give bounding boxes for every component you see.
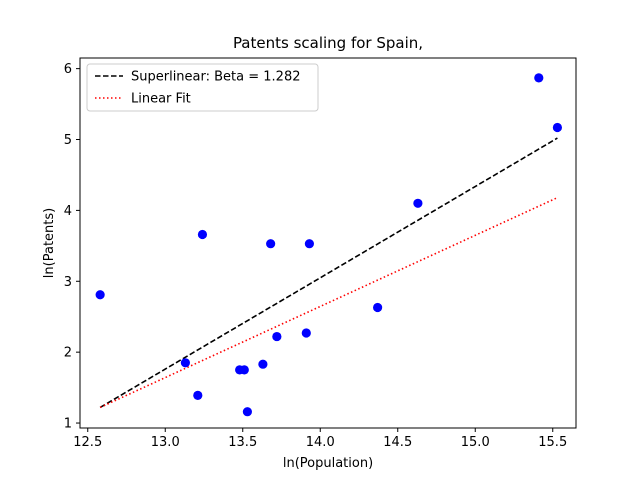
legend: Superlinear: Beta = 1.282 Linear Fit bbox=[87, 64, 318, 111]
plot-area bbox=[96, 73, 562, 416]
x-tick-label: 14.5 bbox=[383, 435, 412, 450]
data-point bbox=[198, 230, 207, 239]
x-tick-label: 15.5 bbox=[538, 435, 567, 450]
data-point bbox=[266, 239, 275, 248]
x-tick-label: 15.0 bbox=[461, 435, 490, 450]
fit-line-2 bbox=[100, 198, 557, 408]
data-point bbox=[373, 303, 382, 312]
data-point bbox=[305, 239, 314, 248]
data-point bbox=[240, 365, 249, 374]
x-tick-label: 13.5 bbox=[228, 435, 257, 450]
y-tick-label: 2 bbox=[64, 346, 72, 361]
data-point bbox=[302, 328, 311, 337]
legend-label-2: Linear Fit bbox=[131, 92, 191, 107]
data-point bbox=[258, 360, 267, 369]
data-point bbox=[272, 332, 281, 341]
y-tick-label: 5 bbox=[64, 133, 72, 148]
y-tick-label: 4 bbox=[64, 204, 72, 219]
y-tick-label: 3 bbox=[64, 275, 72, 290]
x-tick-label: 14.0 bbox=[306, 435, 335, 450]
data-point bbox=[534, 73, 543, 82]
plot-frame bbox=[80, 58, 576, 428]
axis-ticks: 12.5 13.0 13.5 14.0 14.5 15.0 15.5 1 2 3 4 5 6 bbox=[64, 62, 568, 450]
y-tick-label: 1 bbox=[64, 417, 72, 432]
x-tick-label: 12.5 bbox=[73, 435, 102, 450]
x-tick-label: 13.0 bbox=[151, 435, 180, 450]
y-tick-label: 6 bbox=[64, 62, 72, 77]
data-point bbox=[181, 358, 190, 367]
chart-title: Patents scaling for Spain, bbox=[233, 34, 423, 52]
legend-label-1: Superlinear: Beta = 1.282 bbox=[131, 70, 301, 85]
data-point bbox=[243, 407, 252, 416]
y-axis-label: ln(Patents) bbox=[42, 208, 57, 278]
data-point bbox=[96, 290, 105, 299]
data-point bbox=[553, 123, 562, 132]
data-point bbox=[193, 391, 202, 400]
data-point bbox=[413, 199, 422, 208]
x-axis-label: ln(Population) bbox=[283, 456, 373, 471]
fit-line-1 bbox=[100, 138, 557, 407]
